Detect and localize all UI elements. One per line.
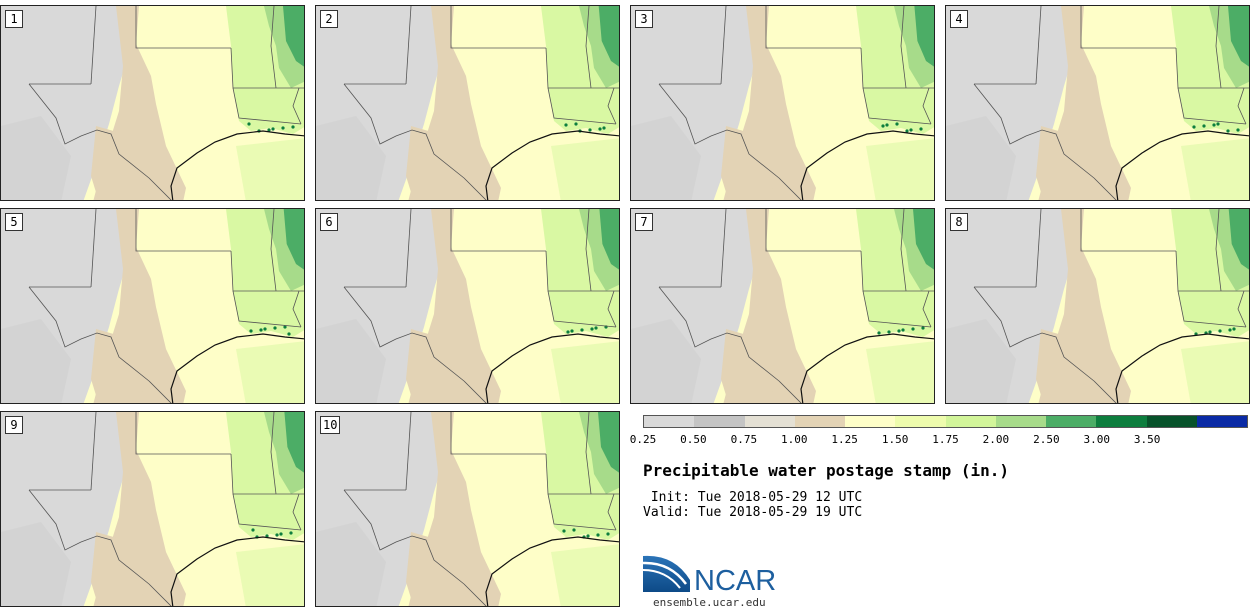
figure-title: Precipitable water postage stamp (in.) <box>643 461 1010 480</box>
map-panel: 7 <box>630 208 935 404</box>
member-number-label: 9 <box>5 416 23 434</box>
map-panel: 8 <box>945 208 1250 404</box>
color-swatch <box>644 416 695 427</box>
init-time: Init: Tue 2018-05-29 12 UTC <box>643 490 863 505</box>
scale-tick-label: 1.25 <box>831 433 858 446</box>
valid-time: Valid: Tue 2018-05-29 19 UTC <box>643 505 863 520</box>
ncar-logo: NCAR <box>640 550 800 602</box>
map-panel: 5 <box>0 208 305 404</box>
member-number-label: 1 <box>5 10 23 28</box>
scale-tick-label: 0.25 <box>629 433 657 446</box>
color-swatch <box>1196 416 1247 427</box>
scale-tick-label: 1.00 <box>781 433 808 446</box>
logo-wordmark: NCAR <box>694 565 776 597</box>
member-number-label: 2 <box>320 10 338 28</box>
color-swatch <box>1146 416 1197 427</box>
color-swatch <box>845 416 896 427</box>
member-number-label: 3 <box>635 10 653 28</box>
color-scale-ticks: 0.25 0.50 0.75 1.00 1.25 1.50 1.75 2.00 2.50 3.00… <box>630 433 1248 447</box>
scale-tick-label: 2.50 <box>1033 433 1060 446</box>
ncar-logo-graphic: NCAR <box>642 555 776 597</box>
map-panel: 9 <box>0 411 305 607</box>
color-swatch <box>945 416 996 427</box>
map-panel: 2 <box>315 5 620 201</box>
map-panel: 10 <box>315 411 620 607</box>
member-number-label: 6 <box>320 213 338 231</box>
member-number-label: 5 <box>5 213 23 231</box>
member-number-label: 7 <box>635 213 653 231</box>
map-panel: 6 <box>315 208 620 404</box>
scale-tick-label: 1.50 <box>881 433 909 446</box>
map-panel: 3 <box>630 5 935 201</box>
scale-tick-label: 0.75 <box>730 433 758 446</box>
scale-tick-label: 2.00 <box>982 433 1010 446</box>
scale-tick-label: 1.75 <box>932 433 959 446</box>
color-swatch <box>794 416 845 427</box>
color-swatch <box>694 416 745 427</box>
map-panel: 4 <box>945 5 1250 201</box>
color-scale-bar <box>643 415 1248 428</box>
member-number-label: 10 <box>320 416 341 434</box>
member-number-label: 4 <box>950 10 968 28</box>
website-label: ensemble.ucar.edu <box>653 596 766 609</box>
color-swatch <box>744 416 795 427</box>
scale-tick-label: 3.00 <box>1083 433 1111 446</box>
color-swatch <box>1096 416 1147 427</box>
map-panel: 1 <box>0 5 305 201</box>
scale-tick-label: 3.50 <box>1133 433 1161 446</box>
member-number-label: 8 <box>950 213 968 231</box>
color-swatch <box>895 416 946 427</box>
scale-tick-label: 0.50 <box>680 433 707 446</box>
color-swatch <box>995 416 1046 427</box>
color-swatch <box>1046 416 1097 427</box>
